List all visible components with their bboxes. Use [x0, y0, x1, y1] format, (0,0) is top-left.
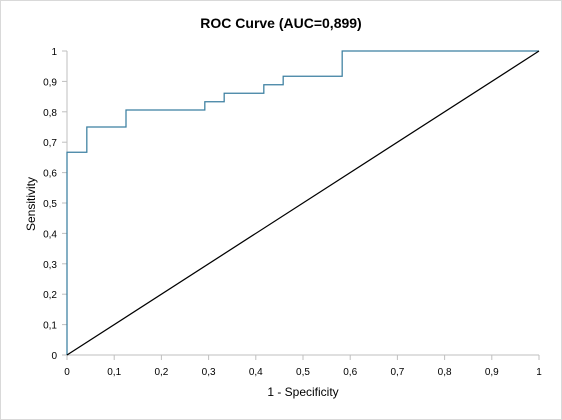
chart-title: ROC Curve (AUC=0,899) [200, 15, 361, 31]
x-tick-label: 0,4 [249, 367, 263, 378]
y-tick-label: 0,5 [43, 199, 57, 210]
y-tick-label: 0,4 [43, 229, 57, 240]
y-tick-label: 0,9 [43, 77, 57, 88]
x-tick-label: 0,7 [390, 367, 404, 378]
x-tick-label: 0,6 [343, 367, 357, 378]
x-tick-label: 1 [536, 367, 542, 378]
x-axis-label: 1 - Specificity [267, 385, 338, 399]
y-tick-label: 0,3 [43, 260, 57, 271]
x-tick-label: 0,8 [438, 367, 452, 378]
x-tick-label: 0,2 [154, 367, 168, 378]
reference-diagonal-line [66, 50, 540, 356]
x-tick-label: 0,3 [202, 367, 216, 378]
roc-curve-line [66, 50, 539, 355]
x-tick-label: 0,5 [296, 367, 310, 378]
y-tick-label: 0,7 [43, 138, 57, 149]
y-tick-label: 1 [51, 47, 57, 58]
y-axis-label: Sensitivity [24, 177, 38, 231]
x-tick-label: 0 [64, 367, 70, 378]
y-tick-label: 0,1 [43, 321, 57, 332]
y-tick-label: 0,8 [43, 108, 57, 119]
x-tick-label: 0,1 [107, 367, 121, 378]
x-tick-label: 0,9 [485, 367, 499, 378]
y-tick-label: 0,6 [43, 169, 57, 180]
y-tick-label: 0 [51, 351, 57, 362]
y-tick-label: 0,2 [43, 290, 57, 301]
